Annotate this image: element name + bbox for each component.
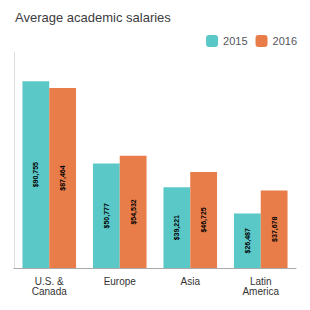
svg-text:2015: 2015 bbox=[223, 35, 247, 47]
svg-text:America: America bbox=[242, 286, 279, 297]
svg-text:Average academic salaries: Average academic salaries bbox=[15, 10, 171, 25]
svg-text:Canada: Canada bbox=[32, 286, 67, 297]
svg-text:$37,678: $37,678 bbox=[271, 216, 279, 241]
svg-text:Asia: Asia bbox=[181, 276, 201, 287]
svg-text:Latin: Latin bbox=[249, 275, 272, 287]
svg-text:$87,464: $87,464 bbox=[59, 165, 67, 190]
svg-text:$26,487: $26,487 bbox=[244, 228, 252, 253]
svg-text:2016: 2016 bbox=[273, 35, 297, 47]
svg-text:$46,725: $46,725 bbox=[200, 207, 208, 232]
svg-text:Europe: Europe bbox=[104, 276, 137, 287]
svg-text:$39,221: $39,221 bbox=[173, 215, 181, 240]
svg-text:$90,755: $90,755 bbox=[32, 162, 40, 187]
svg-text:$54,532: $54,532 bbox=[130, 199, 138, 224]
svg-text:U.S. &: U.S. & bbox=[34, 275, 64, 287]
svg-text:$50,777: $50,777 bbox=[103, 203, 111, 228]
